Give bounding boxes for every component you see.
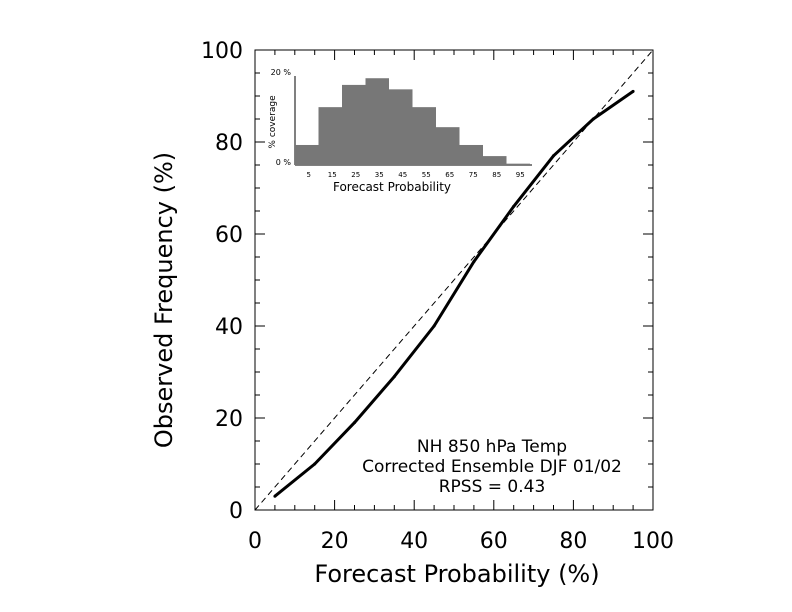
- x-tick-label: 100: [632, 529, 674, 554]
- reliability-point: [512, 204, 516, 208]
- reliability-point: [432, 324, 436, 328]
- reliability-point: [591, 117, 595, 121]
- inset-bar: [483, 156, 507, 165]
- inset-y-tick-bottom: 0 %: [276, 158, 292, 167]
- inset-x-title: Forecast Probability: [333, 180, 451, 194]
- y-tick-label: 80: [215, 131, 243, 156]
- annotation-line-1: NH 850 hPa Temp: [417, 437, 567, 457]
- annotation-line-3: RPSS = 0.43: [439, 477, 546, 497]
- reliability-point: [273, 494, 277, 498]
- inset-bar: [506, 163, 530, 165]
- inset-bar: [295, 144, 319, 165]
- inset-bar: [459, 144, 483, 165]
- inset-category-label: 95: [516, 171, 525, 179]
- inset-category-label: 25: [351, 171, 360, 179]
- y-axis-title: Observed Frequency (%): [150, 152, 178, 448]
- inset-category-label: 55: [422, 171, 431, 179]
- x-axis-title: Forecast Probability (%): [314, 560, 599, 588]
- reliability-curve: [273, 90, 634, 498]
- inset-bars: [295, 78, 530, 165]
- inset-category-label: 5: [307, 171, 311, 179]
- inset-bar: [389, 89, 413, 165]
- y-tick-label: 20: [215, 407, 243, 432]
- coverage-histogram-inset: 5 15 25 35 45 55 65 75 85 95 20 % 0 % % coverage …: [268, 68, 532, 194]
- x-tick-label: 40: [400, 529, 428, 554]
- inset-bar: [436, 127, 460, 165]
- inset-category-label: 15: [328, 171, 337, 179]
- reliability-point: [552, 154, 555, 158]
- inset-bar: [412, 107, 436, 165]
- inset-y-tick-top: 20 %: [271, 68, 292, 77]
- annotation-line-2: Corrected Ensemble DJF 01/02: [362, 457, 622, 477]
- x-tick-label: 60: [480, 529, 508, 554]
- reliability-points: [273, 89, 635, 498]
- inset-category-label: 45: [398, 171, 407, 179]
- inset-category-label: 85: [492, 171, 501, 179]
- inset-category-labels: 5 15 25 35 45 55 65 75 85 95: [307, 171, 525, 179]
- y-tick-label: 100: [201, 39, 243, 64]
- y-tick-label: 0: [229, 499, 243, 524]
- inset-category-label: 65: [445, 171, 454, 179]
- reliability-point: [392, 375, 396, 379]
- reliability-point: [631, 89, 635, 93]
- reliability-point: [472, 260, 476, 264]
- inset-category-label: 35: [375, 171, 384, 179]
- x-tick-label: 20: [321, 529, 349, 554]
- x-tick-label: 80: [559, 529, 587, 554]
- y-tick-label: 60: [215, 223, 243, 248]
- perfect-reliability-line: [254, 49, 654, 511]
- x-tick-label: 0: [248, 529, 262, 554]
- main-tick-labels: 0 20 40 60 80 100 0 20 40 60 80 100: [201, 39, 674, 554]
- reliability-point: [313, 462, 317, 466]
- inset-bar: [318, 107, 342, 165]
- inset-y-title: % coverage: [268, 95, 278, 149]
- main-axis-ticks: [254, 49, 654, 511]
- reliability-point: [353, 421, 356, 425]
- inset-category-label: 75: [469, 171, 478, 179]
- inset-bar: [365, 78, 389, 165]
- inset-bar: [342, 84, 366, 165]
- y-tick-label: 40: [215, 315, 243, 340]
